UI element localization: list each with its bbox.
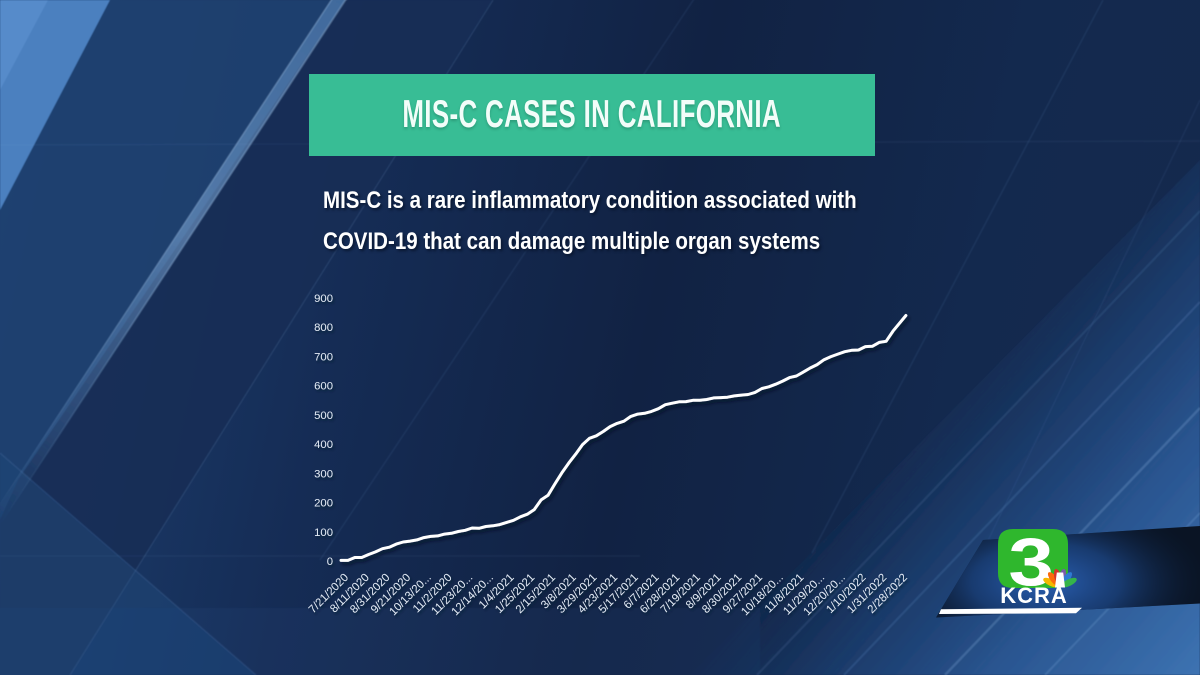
channel-3-logo: 3 [998, 523, 1068, 599]
station-name: KCRA [1000, 583, 1068, 608]
cases-line-series [339, 314, 908, 562]
peacock-feather [1043, 577, 1059, 588]
y-axis-labels: 0 100 200 300 400 500 600 700 800 900 [314, 293, 333, 568]
y-tick-label: 200 [314, 498, 333, 510]
background-facet [0, 0, 345, 520]
background-facet [0, 0, 48, 90]
y-tick-label: 500 [314, 410, 333, 422]
background-facet [756, 210, 1200, 675]
background-facet [981, 99, 1200, 554]
diagonal-streak-shape [0, 0, 346, 526]
title-banner: MIS-C CASES IN CALIFORNIA [309, 74, 875, 156]
background-facet [0, 0, 333, 506]
logo-underline [939, 607, 1082, 614]
background-facet [843, 301, 1200, 675]
subtitle-line-2: COVID-19 that can damage multiple organ … [323, 228, 821, 255]
peacock-body [1055, 572, 1065, 588]
peacock-feather [1061, 577, 1077, 588]
y-tick-label: 800 [314, 322, 333, 334]
page-title: MIS-C CASES IN CALIFORNIA [402, 93, 782, 136]
background-facet [811, 0, 1104, 554]
background-facet [0, 0, 493, 675]
nbc-peacock-icon [1043, 568, 1077, 588]
channel-number: 3 [1008, 523, 1053, 599]
y-tick-label: 0 [327, 556, 333, 568]
subtitle: MIS-C is a rare inflammatory condition a… [323, 180, 943, 262]
y-tick-label: 100 [314, 527, 333, 539]
y-tick-label: 600 [314, 381, 333, 393]
subtitle-line-1: MIS-C is a rare inflammatory condition a… [323, 187, 857, 214]
y-tick-label: 400 [314, 439, 333, 451]
y-tick-label: 900 [314, 293, 333, 305]
y-tick-label: 300 [314, 468, 333, 480]
y-tick-label: 700 [314, 351, 333, 363]
corner-wedge-shape [0, 0, 110, 210]
background-facet [1, 0, 347, 523]
background-facet [0, 608, 760, 675]
